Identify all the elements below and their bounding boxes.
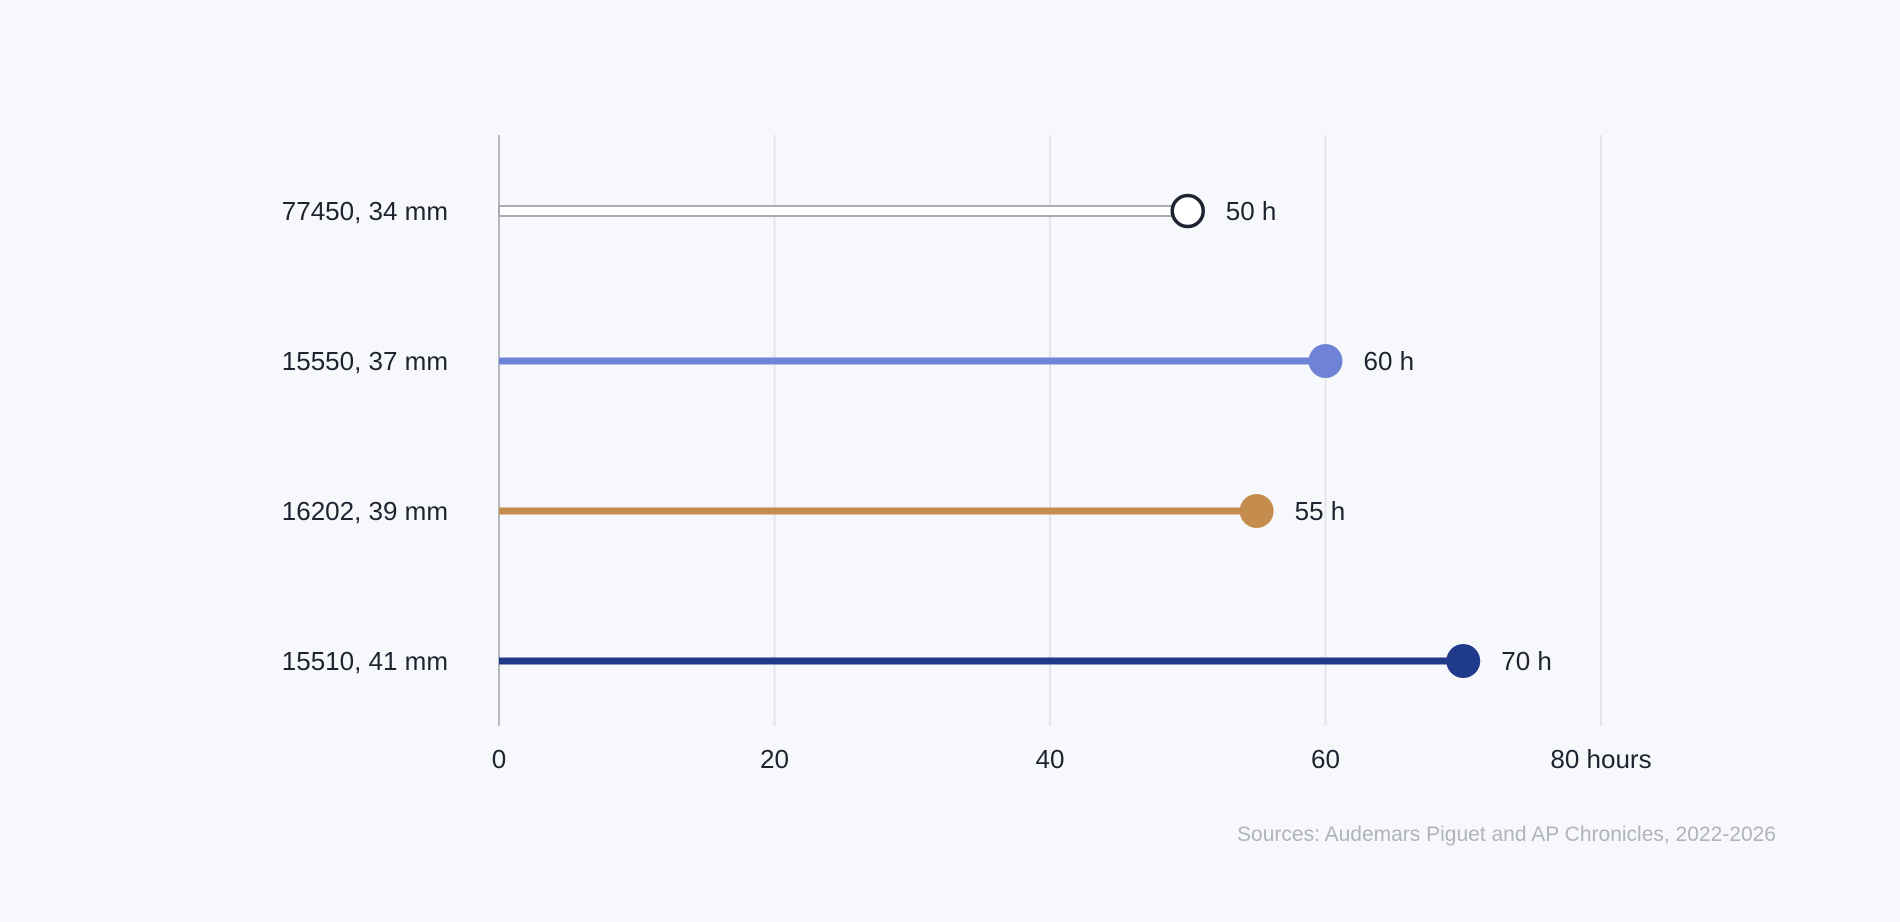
value-label: 70 h [1501,646,1552,676]
lollipop-item: 70 h [499,644,1552,678]
x-tick-label: 20 [760,744,789,774]
category-labels: 77450, 34 mm 15550, 37 mm 16202, 39 mm 1551… [282,196,448,676]
category-label: 77450, 34 mm [282,196,448,226]
lollipop-item: 60 h [499,344,1414,378]
lollipop-dot [1308,344,1343,378]
grid-lines [773,135,1602,726]
lollipop-item: 55 h [499,494,1345,528]
lollipop-dot [1446,644,1481,678]
lollipop-stem [498,205,1189,217]
source-note: Sources: Audemars Piguet and AP Chronicl… [1237,823,1776,846]
value-label: 60 h [1364,346,1415,376]
category-label: 15510, 41 mm [282,646,448,676]
x-tick-label: 60 [1311,744,1340,774]
lollipop-marks: 50 h 60 h 55 h 70 h [498,193,1552,678]
lollipop-item: 50 h [498,193,1277,229]
value-label: 50 h [1226,196,1277,226]
lollipop-dot [1239,494,1274,528]
x-tick-label: 40 [1036,744,1065,774]
category-label: 15550, 37 mm [282,346,448,376]
category-label: 16202, 39 mm [282,496,448,526]
x-tick-label: 0 [492,744,506,774]
lollipop-dot [1170,193,1205,229]
x-tick-label: 80 hours [1550,744,1651,774]
x-axis-ticks: 0 20 40 60 80 hours [492,744,1652,774]
value-label: 55 h [1295,496,1346,526]
